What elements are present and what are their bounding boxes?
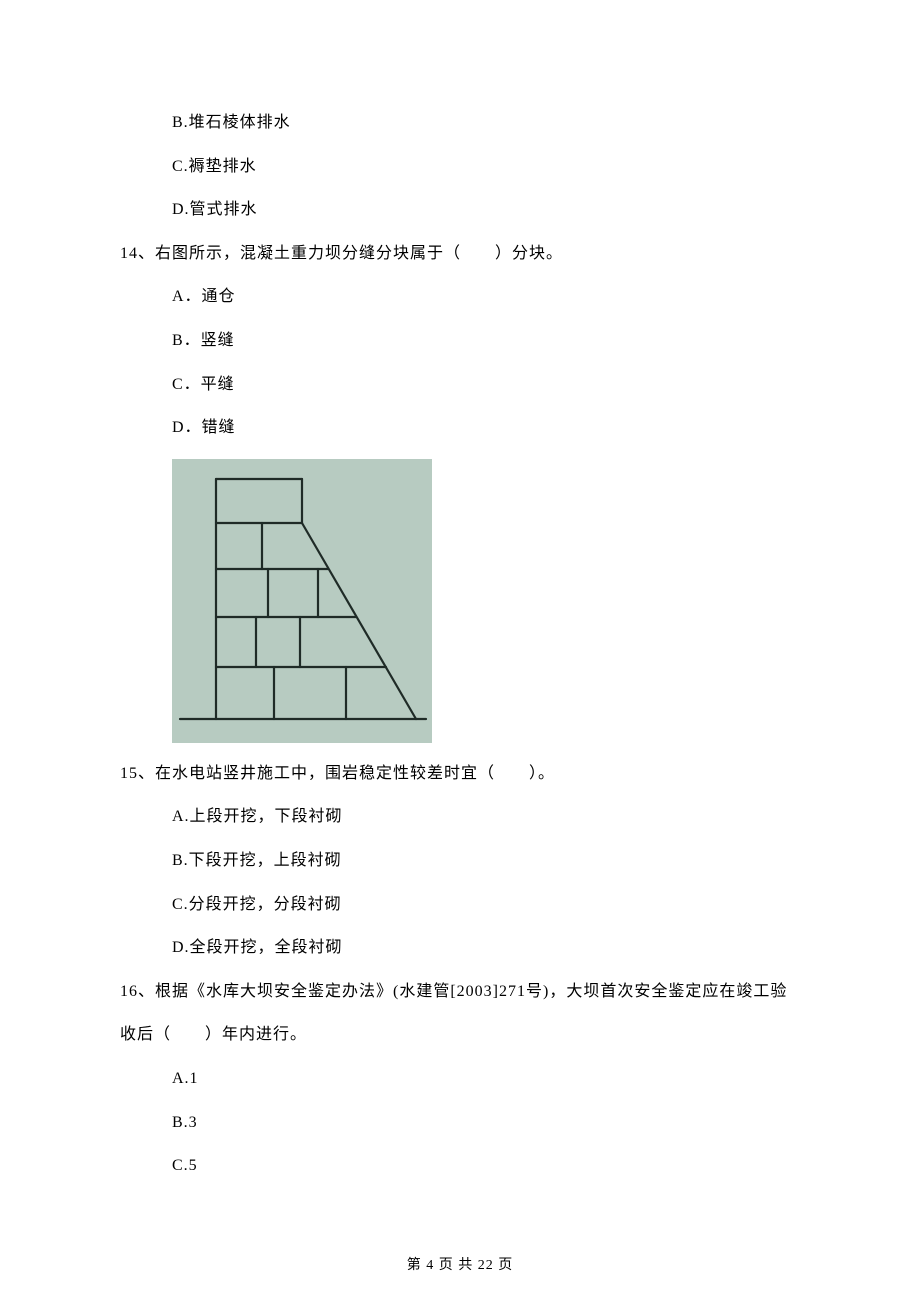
q16-option-a: A.1: [172, 1066, 800, 1092]
orphan-option-d: D.管式排水: [172, 197, 800, 223]
q15-option-a: A.上段开挖，下段衬砌: [172, 804, 800, 830]
q14-option-d: D．错缝: [172, 415, 800, 441]
q16-option-b: B.3: [172, 1110, 800, 1136]
q14-option-a: A．通仓: [172, 284, 800, 310]
dam-block-diagram: [172, 459, 432, 743]
orphan-option-c: C.褥垫排水: [172, 154, 800, 180]
q16-stem-line1: 16、根据《水库大坝安全鉴定办法》(水建管[2003]271号)，大坝首次安全鉴…: [120, 979, 800, 1005]
q15-option-d: D.全段开挖，全段衬砌: [172, 935, 800, 961]
q15-option-b: B.下段开挖，上段衬砌: [172, 848, 800, 874]
q16-option-c: C.5: [172, 1153, 800, 1179]
page-footer: 第 4 页 共 22 页: [0, 1254, 920, 1274]
q15-stem: 15、在水电站竖井施工中，围岩稳定性较差时宜（ ）。: [120, 761, 800, 787]
q15-option-c: C.分段开挖，分段衬砌: [172, 892, 800, 918]
q14-stem: 14、右图所示，混凝土重力坝分缝分块属于（ ）分块。: [120, 241, 800, 267]
orphan-option-b: B.堆石棱体排水: [172, 110, 800, 136]
q14-option-c: C．平缝: [172, 372, 800, 398]
page: B.堆石棱体排水 C.褥垫排水 D.管式排水 14、右图所示，混凝土重力坝分缝分…: [0, 0, 920, 1302]
q16-stem-line2: 收后（ ）年内进行。: [120, 1022, 800, 1048]
q14-figure: [172, 459, 800, 743]
q14-option-b: B．竖缝: [172, 328, 800, 354]
